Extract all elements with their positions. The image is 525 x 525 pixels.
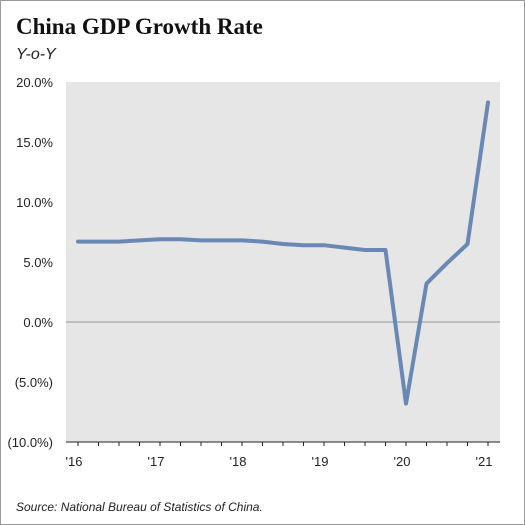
x-tick-label: '17 bbox=[148, 454, 165, 469]
x-tick-label: '20 bbox=[394, 454, 411, 469]
x-tick-label: '16 bbox=[66, 454, 83, 469]
y-tick-label: (10.0%) bbox=[7, 435, 53, 450]
chart-subtitle: Y-o-Y bbox=[16, 46, 56, 63]
y-tick-label: 5.0% bbox=[23, 255, 53, 270]
x-tick-label: '18 bbox=[230, 454, 247, 469]
source-note: Source: National Bureau of Statistics of… bbox=[16, 500, 263, 514]
y-tick-label: 15.0% bbox=[16, 135, 53, 150]
y-tick-label: (5.0%) bbox=[15, 375, 53, 390]
x-tick-label: '19 bbox=[312, 454, 329, 469]
y-tick-label: 10.0% bbox=[16, 195, 53, 210]
x-tick-label: '21 bbox=[476, 454, 493, 469]
y-axis-labels: 20.0% 15.0% 10.0% 5.0% 0.0% (5.0%) (10.0%) bbox=[7, 75, 53, 450]
plot-area bbox=[66, 82, 500, 442]
series-group bbox=[76, 100, 490, 406]
x-axis: '16 '17 '18 '19 '20 '21 bbox=[66, 441, 500, 469]
chart-title: China GDP Growth Rate bbox=[16, 14, 263, 39]
y-tick-label: 20.0% bbox=[16, 75, 53, 90]
series-line bbox=[76, 100, 490, 406]
y-tick-label: 0.0% bbox=[23, 315, 53, 330]
